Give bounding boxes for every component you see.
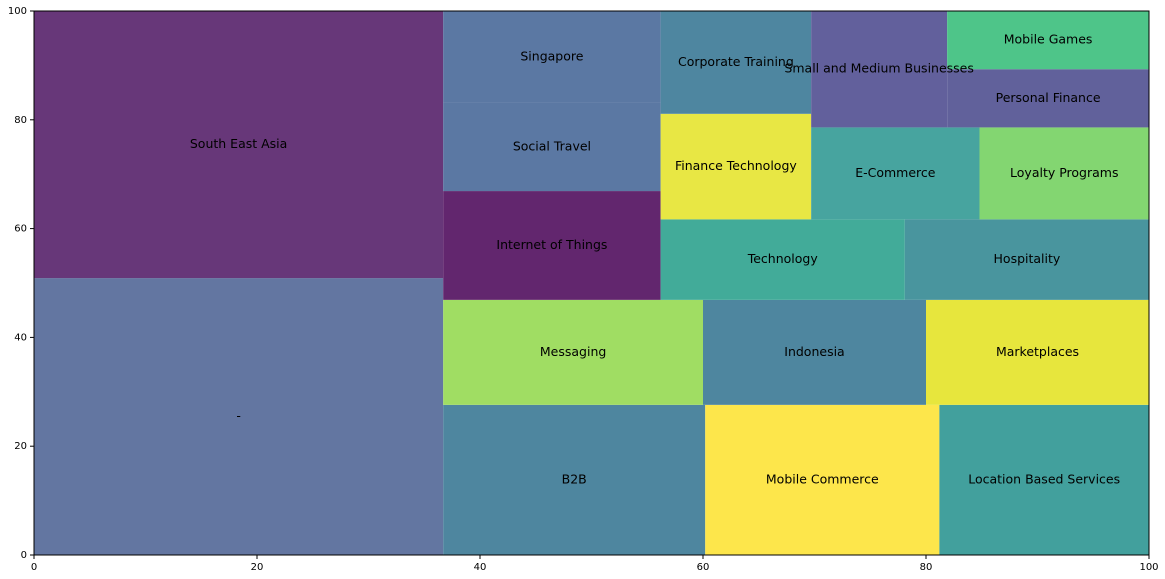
treemap-cell-dash bbox=[34, 278, 444, 555]
treemap-cell-b2b bbox=[443, 404, 706, 555]
treemap-cell-mobile-games bbox=[947, 11, 1149, 70]
treemap-cell-hospitality bbox=[904, 219, 1149, 300]
treemap-cell-finance-technology bbox=[660, 113, 812, 220]
treemap-label-marketplaces: Marketplaces bbox=[996, 344, 1079, 359]
treemap-cell-labels: - South East Asia B2B Messaging Internet of … bbox=[190, 32, 1120, 487]
treemap-cell-technology bbox=[660, 219, 905, 300]
treemap-label-b2b: B2B bbox=[562, 471, 587, 486]
treemap-cell-internet-of-things bbox=[443, 191, 661, 300]
treemap-label-technology: Technology bbox=[747, 251, 819, 266]
treemap-label-indonesia: Indonesia bbox=[784, 344, 844, 359]
x-tick-label: 40 bbox=[474, 562, 487, 573]
treemap-label-location-based-services: Location Based Services bbox=[968, 471, 1120, 486]
treemap-cell-e-commerce bbox=[811, 127, 980, 220]
treemap-cell-corporate-training bbox=[660, 11, 812, 114]
y-tick-label: 100 bbox=[8, 6, 27, 17]
x-tick-label: 20 bbox=[251, 562, 264, 573]
treemap-label-small-and-medium-businesses: Small and Medium Businesses bbox=[784, 61, 973, 76]
treemap-label-singapore: Singapore bbox=[520, 48, 583, 63]
x-tick-label: 80 bbox=[920, 562, 933, 573]
treemap-label-hospitality: Hospitality bbox=[994, 251, 1061, 266]
treemap-label-mobile-games: Mobile Games bbox=[1004, 32, 1093, 47]
treemap-label-personal-finance: Personal Finance bbox=[996, 90, 1101, 105]
treemap-label-south-east-asia: South East Asia bbox=[190, 136, 287, 151]
treemap-label-e-commerce: E-Commerce bbox=[855, 165, 936, 180]
treemap-cells bbox=[34, 11, 1149, 555]
treemap-label-internet-of-things: Internet of Things bbox=[496, 237, 607, 252]
y-tick-label: 80 bbox=[14, 115, 27, 126]
y-tick-label: 40 bbox=[14, 332, 27, 343]
y-tick-label: 0 bbox=[21, 550, 27, 561]
treemap-cell-mobile-commerce bbox=[705, 404, 940, 555]
treemap-label-social-travel: Social Travel bbox=[513, 139, 591, 154]
treemap-label-corporate-training: Corporate Training bbox=[678, 54, 794, 69]
treemap-cell-personal-finance bbox=[947, 69, 1149, 128]
y-tick-label: 60 bbox=[14, 224, 27, 235]
treemap-cell-loyalty-programs bbox=[979, 127, 1149, 220]
treemap-cell-marketplaces bbox=[926, 299, 1149, 405]
treemap-label-finance-technology: Finance Technology bbox=[675, 158, 797, 173]
treemap-cell-social-travel bbox=[443, 102, 661, 192]
plot-frame bbox=[33, 10, 1150, 556]
treemap-cell-small-and-medium-businesses bbox=[811, 11, 948, 128]
x-tick-label: 100 bbox=[1139, 562, 1158, 573]
treemap-cell-indonesia bbox=[703, 299, 926, 405]
treemap-label-dash: - bbox=[236, 408, 241, 423]
treemap-label-mobile-commerce: Mobile Commerce bbox=[766, 471, 879, 486]
chart-axes: 0 20 40 60 80 100 0 20 40 60 80 100 bbox=[8, 6, 1159, 573]
treemap-cell-south-east-asia bbox=[34, 11, 444, 279]
x-tick-label: 60 bbox=[697, 562, 710, 573]
treemap-cell-singapore bbox=[443, 11, 661, 103]
treemap-label-messaging: Messaging bbox=[540, 344, 606, 359]
y-tick-label: 20 bbox=[14, 441, 27, 452]
treemap-label-loyalty-programs: Loyalty Programs bbox=[1010, 165, 1118, 180]
treemap-cell-messaging bbox=[443, 299, 703, 405]
treemap-cell-location-based-services bbox=[939, 404, 1149, 555]
x-tick-label: 0 bbox=[31, 562, 37, 573]
